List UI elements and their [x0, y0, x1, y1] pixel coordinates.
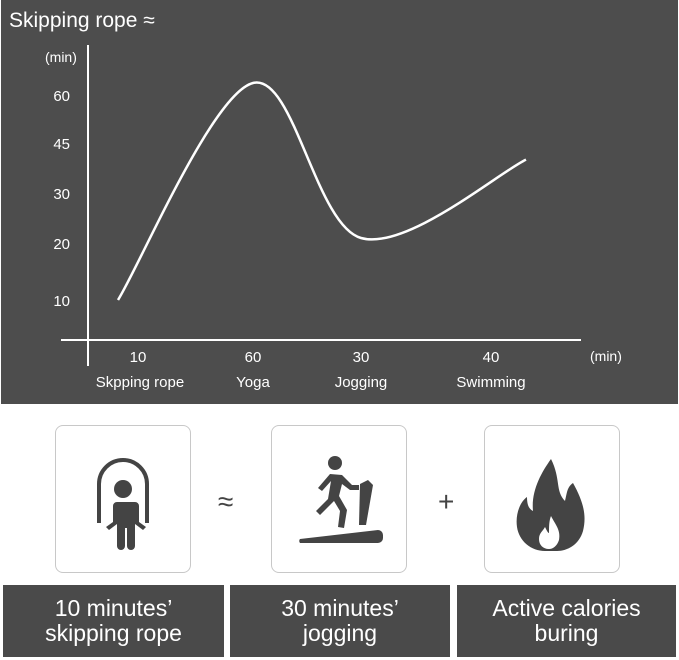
category-label: Jogging	[335, 374, 388, 391]
x-tick-label: 30	[353, 349, 370, 366]
label-line: 30 minutes’	[281, 595, 399, 621]
series-line	[116, 81, 527, 301]
label-calories: Active calories buring	[457, 585, 676, 657]
chart-title: Skipping rope ≈	[9, 9, 155, 32]
chart-panel: Skipping rope ≈ (min) (min) 10 20 30 45 60 10…	[1, 0, 678, 404]
treadmill-runner-icon	[299, 456, 383, 543]
y-tick-label: 10	[53, 293, 70, 310]
category-label: Swimming	[456, 374, 525, 391]
y-tick-label: 60	[53, 88, 70, 105]
plus-sign: +	[438, 486, 455, 517]
y-tick-label: 30	[53, 186, 70, 203]
x-tick-label: 10	[130, 349, 147, 366]
y-axis-label: (min)	[45, 49, 77, 65]
label-line: skipping rope	[45, 620, 182, 646]
x-axis-label: (min)	[590, 348, 622, 364]
flame-card	[484, 425, 620, 573]
approx-sign: ≈	[218, 486, 234, 517]
y-tick-label: 45	[53, 136, 70, 153]
label-line: Active calories	[492, 595, 641, 621]
flame-icon	[516, 459, 585, 551]
line-chart: Skipping rope ≈ (min) (min) 10 20 30 45 60 10…	[9, 9, 622, 391]
jump-rope-icon	[97, 458, 149, 550]
label-line: jogging	[302, 620, 378, 646]
jump-rope-card	[55, 425, 191, 573]
label-jogging: 30 minutes’ jogging	[230, 585, 450, 657]
y-tick-label: 20	[53, 236, 70, 253]
label-line: buring	[534, 620, 599, 646]
x-tick-label: 60	[245, 349, 262, 366]
category-label: Skpping rope	[96, 374, 184, 391]
category-label: Yoga	[236, 374, 270, 391]
treadmill-card	[271, 425, 407, 573]
label-line: 10 minutes’	[54, 595, 173, 621]
x-tick-label: 40	[483, 349, 500, 366]
label-skipping: 10 minutes’ skipping rope	[3, 585, 224, 657]
